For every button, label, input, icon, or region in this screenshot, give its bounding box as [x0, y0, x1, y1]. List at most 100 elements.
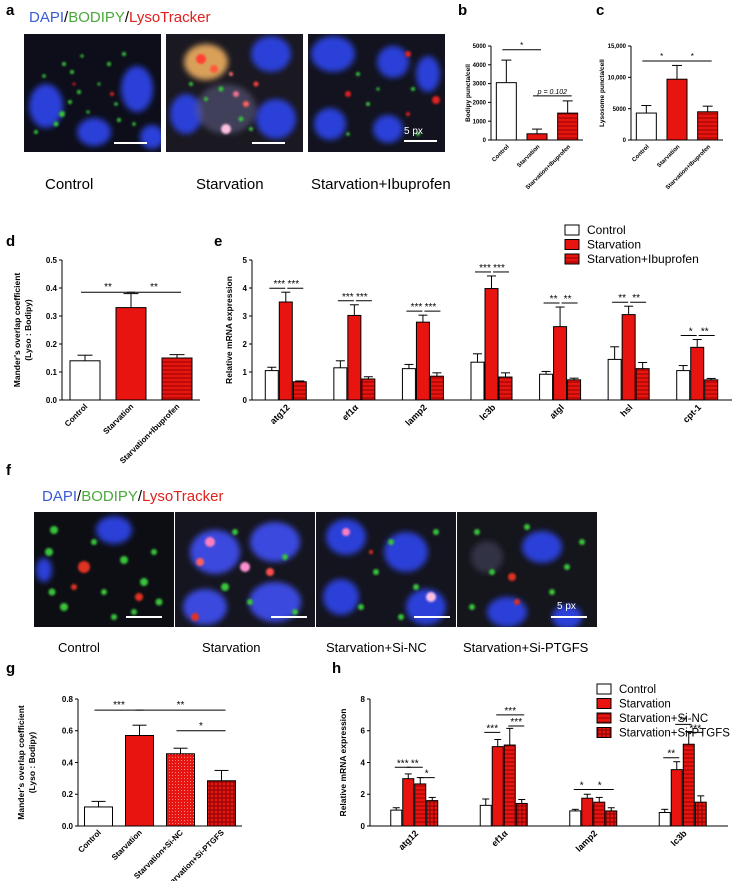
- sig-label: *: [598, 780, 602, 791]
- y-tick-label: 5000: [613, 107, 627, 113]
- panel-letter-g: g: [6, 660, 16, 677]
- y-tick-label: 0.4: [62, 758, 74, 767]
- legend-h: Control Starvation Starvation+Si-NC Starvat…: [596, 683, 730, 740]
- sig-label: *: [425, 769, 429, 780]
- y-axis-label-2: (Lyso : Bodipy): [27, 732, 37, 794]
- bar: [125, 735, 154, 827]
- label-f-control: Control: [58, 640, 100, 655]
- slash: /: [124, 9, 130, 26]
- y-axis-label: Relative mRNA expression: [224, 276, 234, 384]
- y-tick-label: 2000: [473, 101, 487, 107]
- sig-label: ***: [113, 700, 125, 711]
- slash: /: [64, 9, 69, 26]
- x-tick-label: ef1α: [340, 402, 361, 423]
- bar: [676, 370, 691, 401]
- bar: [581, 797, 594, 827]
- legend-swatch: [564, 239, 580, 250]
- y-tick-label: 0.5: [46, 256, 58, 265]
- legend-swatch: [596, 712, 612, 724]
- bar: [666, 78, 688, 141]
- bar: [567, 379, 582, 401]
- y-tick-label: 6: [361, 727, 366, 736]
- sig-label: *: [691, 52, 694, 61]
- scale-bar: [404, 140, 437, 142]
- slash: /: [77, 488, 82, 505]
- sig-label: *: [689, 327, 693, 338]
- bar: [292, 381, 307, 401]
- sig-label: ***: [425, 302, 437, 313]
- scale-bar: [114, 142, 147, 144]
- bar: [414, 783, 427, 827]
- micrograph-f-sinc: [316, 512, 456, 627]
- bar: [495, 82, 517, 141]
- y-tick-label: 0.2: [46, 340, 58, 349]
- x-tick-label: hsl: [618, 402, 634, 418]
- bar: [426, 800, 439, 827]
- y-tick-label: 3: [243, 312, 248, 321]
- bar: [484, 288, 499, 401]
- sig-label: p = 0.102: [537, 89, 567, 96]
- y-tick-label: 0.8: [62, 695, 74, 704]
- y-tick-label: 5000: [473, 44, 487, 50]
- x-tick-label: lc3b: [478, 402, 498, 422]
- bar: [415, 321, 430, 401]
- y-tick-label: 1: [243, 368, 248, 377]
- bar: [694, 801, 707, 827]
- x-tick-label: Starvation: [656, 144, 681, 169]
- sig-label: **: [564, 294, 572, 305]
- y-tick-label: 0: [243, 396, 248, 405]
- bar: [635, 368, 650, 401]
- sig-label: **: [679, 715, 687, 726]
- bar: [498, 376, 513, 401]
- bar: [347, 314, 362, 401]
- sig-label: ***: [493, 263, 505, 274]
- panel-letter-b: b: [458, 2, 468, 19]
- bar: [658, 812, 671, 827]
- y-tick-label: 0.6: [62, 727, 74, 736]
- chart-d: 0.0 0.1 0.2 0.3 0.4 0.5 Mander's overlap coeff…: [12, 256, 200, 465]
- y-axis-label-2: (Lyso : Bodipy): [23, 299, 33, 361]
- sig-label: **: [150, 282, 158, 293]
- legend-label: Starvation+Ibuprofen: [587, 252, 699, 266]
- label-a-control: Control: [45, 176, 94, 193]
- sig-label: ***: [273, 279, 285, 290]
- bar: [526, 133, 548, 141]
- stain-label-f: DAPI/BODIPY/LysoTracker: [42, 488, 223, 505]
- y-tick-label: 0.4: [46, 284, 58, 293]
- bar: [607, 358, 622, 401]
- micrograph-a-starvation: [166, 34, 303, 152]
- scale-bar: [414, 616, 450, 618]
- y-axis-label: Relative mRNA expression: [338, 709, 348, 817]
- lysotracker-label: LysoTracker: [129, 9, 211, 26]
- y-tick-label: 1000: [473, 119, 487, 125]
- y-tick-label: 0: [623, 138, 627, 144]
- sig-label: **: [632, 293, 640, 304]
- legend-label: Starvation: [587, 238, 641, 252]
- panel-letter-a: a: [6, 2, 15, 19]
- legend-swatch: [564, 253, 580, 265]
- y-tick-label: 4: [243, 284, 248, 293]
- label-f-siptgfs: Starvation+Si-PTGFS: [463, 640, 589, 655]
- legend-swatch: [596, 683, 612, 695]
- x-tick-label: Control: [631, 144, 651, 164]
- x-tick-label: atg12: [396, 828, 420, 852]
- sig-label: *: [520, 41, 523, 50]
- sig-label: ***: [479, 263, 491, 274]
- scale-label: 5 px: [404, 126, 423, 137]
- legend-swatch: [564, 224, 580, 236]
- legend-label: Control: [619, 684, 656, 696]
- dapi-label: DAPI: [29, 9, 65, 26]
- y-tick-label: 0.3: [46, 312, 58, 321]
- sig-label: ***: [356, 292, 368, 303]
- x-tick-label: cpt-1: [681, 402, 703, 424]
- stain-label-a: DAPI/BODIPY/LysoTracker: [29, 9, 210, 26]
- bar: [690, 346, 705, 401]
- bar: [569, 810, 582, 827]
- micrograph-f-starvation-image: [175, 512, 315, 627]
- sig-label: *: [199, 721, 203, 732]
- micrograph-a-starvation-image: [166, 34, 303, 152]
- bar: [635, 112, 657, 141]
